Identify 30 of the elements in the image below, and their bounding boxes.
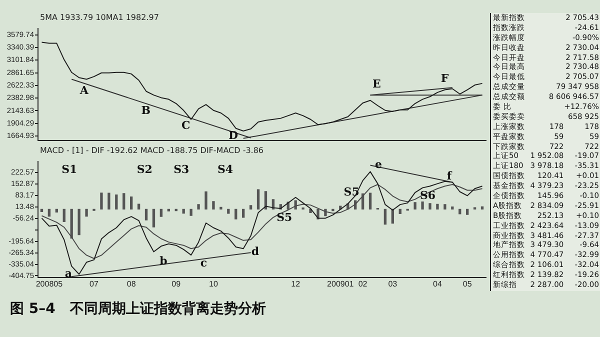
annotation: A	[78, 84, 89, 98]
x-tick-label: 10	[209, 279, 218, 288]
chart-subtitle: 5MA 1933.79 10MA1 1982.97	[40, 13, 159, 22]
x-tick-label: 05	[462, 279, 472, 288]
annotation: S2	[136, 163, 152, 176]
annotation: S4	[217, 163, 234, 176]
annotation: f	[446, 169, 453, 182]
annotation: D	[228, 128, 239, 142]
x-tick-label: 08	[126, 279, 136, 288]
annotation: c	[200, 256, 208, 270]
x-tick-label: 200901	[327, 279, 354, 288]
annotation: a	[64, 266, 72, 280]
annotation: S1	[62, 163, 78, 176]
annotation: S6	[420, 189, 436, 202]
x-tick-label: 200805	[36, 279, 64, 288]
x-tick-label: 03	[388, 279, 398, 288]
annotation: d	[251, 244, 260, 258]
text: 图 5–4 不同周期上证指数背离走势分析	[10, 300, 266, 318]
annotation: E	[372, 77, 381, 90]
annotation: C	[181, 118, 190, 132]
chart-subtitle: MACD - [1] - DIF -192.62 MACD -188.75 DIF-MACD -3.86	[40, 146, 264, 155]
x-tick-label: 12	[291, 279, 301, 288]
annotation: S5	[276, 211, 292, 224]
annotation: B	[141, 104, 151, 118]
annotation: S3	[174, 163, 190, 176]
x-tick-label: 04	[433, 279, 442, 288]
x-tick-label: 07	[90, 279, 99, 288]
annotation: F	[440, 72, 449, 85]
x-tick-label: 09	[172, 279, 182, 288]
x-tick-label: 02	[358, 279, 368, 288]
